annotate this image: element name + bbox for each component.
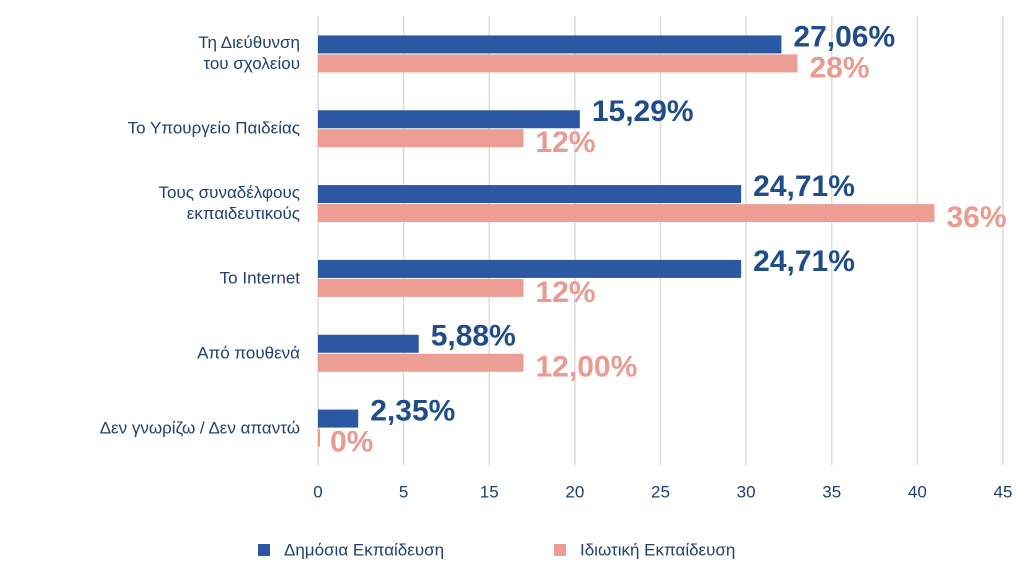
x-tick-label: 30	[737, 482, 756, 501]
data-label: 12%	[536, 126, 596, 159]
x-tick-label: 20	[565, 482, 584, 501]
bar	[318, 278, 524, 297]
x-tick-label: 40	[908, 482, 927, 501]
data-label: 24,71%	[753, 170, 855, 203]
data-label: 2,35%	[370, 395, 455, 428]
legend-label: Δημόσια Εκπαίδευση	[284, 540, 444, 559]
x-tick-label: 5	[399, 482, 408, 501]
data-label: 5,88%	[431, 320, 516, 353]
data-label: 28%	[810, 51, 870, 84]
data-label: 27,06%	[793, 20, 895, 53]
bar	[318, 204, 935, 223]
bar	[318, 409, 359, 428]
bar	[318, 54, 798, 73]
x-tick-label: 25	[651, 482, 670, 501]
x-tick-label: 35	[822, 482, 841, 501]
y-tick-label: Δεν γνωρίζω / Δεν απαντώ	[99, 418, 300, 438]
y-tick-label: Τους συναδέλφους εκπαιδευτικούς	[158, 183, 300, 224]
legend-label: Ιδιωτική Εκπαίδευση	[580, 540, 735, 559]
data-label: 0%	[330, 426, 373, 459]
bar	[318, 334, 419, 353]
bar	[318, 428, 320, 447]
x-tick-label: 0	[313, 482, 322, 501]
legend-swatch	[258, 544, 270, 556]
bar	[318, 110, 580, 129]
legend-swatch	[554, 544, 566, 556]
data-label: 36%	[947, 201, 1007, 234]
x-tick-label: 45	[994, 482, 1013, 501]
bar	[318, 259, 742, 278]
y-tick-label: Τη Διεύθυνση του σχολείου	[198, 33, 300, 74]
bar	[318, 185, 742, 204]
bar	[318, 129, 524, 148]
data-label: 24,71%	[753, 245, 855, 278]
data-label: 12,00%	[536, 351, 638, 384]
y-tick-label: Από πουθενά	[197, 343, 300, 363]
data-label: 12%	[536, 276, 596, 309]
data-label: 15,29%	[592, 95, 694, 128]
bar	[318, 353, 524, 372]
x-tick-label: 15	[480, 482, 499, 501]
y-tick-label: Το Internet	[219, 268, 300, 288]
bar	[318, 35, 782, 54]
y-tick-label: Το Υπουργείο Παιδείας	[127, 118, 300, 138]
